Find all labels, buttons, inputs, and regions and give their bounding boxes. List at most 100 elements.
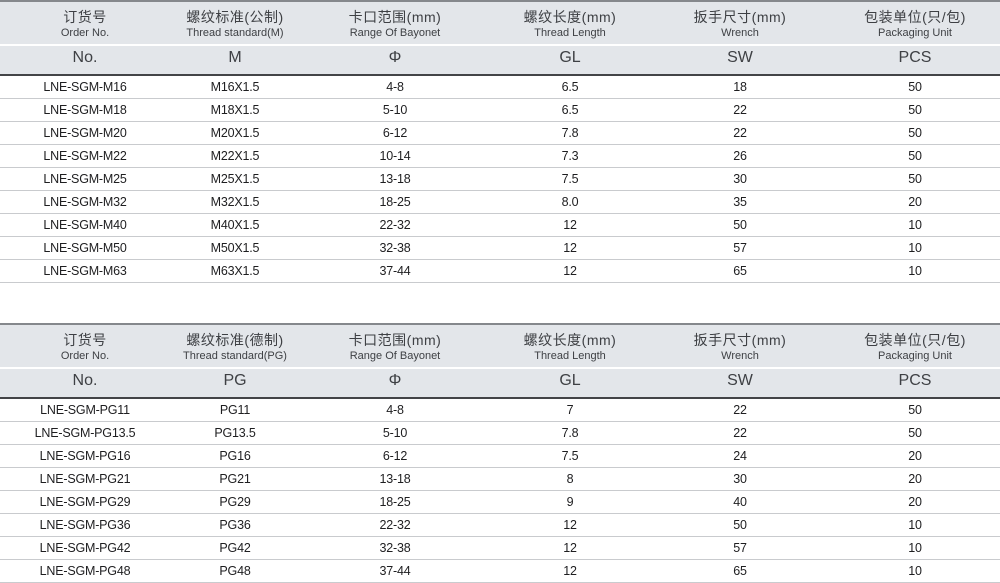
table-cell: 50 <box>650 213 830 237</box>
table-cell: 13-18 <box>300 467 490 491</box>
column-symbol: No. <box>0 368 170 399</box>
table-cell: 5-10 <box>300 98 490 122</box>
table-cell: M20X1.5 <box>170 121 300 145</box>
table-cell: LNE-SGM-PG36 <box>0 513 170 537</box>
table-cell: 24 <box>650 444 830 468</box>
table-cell: 7.5 <box>490 167 650 191</box>
table-cell: LNE-SGM-M32 <box>0 190 170 214</box>
column-header: 卡口范围(mm) Range Of Bayonet <box>300 1 490 46</box>
column-header: 卡口范围(mm) Range Of Bayonet <box>300 324 490 369</box>
table-cell: 50 <box>830 121 1000 145</box>
table-header: 订货号 Order No. 螺纹标准(德制) Thread standard(PG) 卡… <box>0 324 1000 399</box>
table-cell: 22-32 <box>300 213 490 237</box>
table-cell: M32X1.5 <box>170 190 300 214</box>
table-cell: PG11 <box>170 398 300 422</box>
column-symbol: M <box>170 45 300 76</box>
table-cell: 22 <box>650 398 830 422</box>
column-symbol: Φ <box>300 45 490 76</box>
column-header: 螺纹长度(mm) Thread Length <box>490 324 650 369</box>
table-header: 订货号 Order No. 螺纹标准(公制) Thread standard(M) 卡口… <box>0 1 1000 76</box>
column-label-zh: 订货号 <box>63 9 107 25</box>
table-cell: 32-38 <box>300 236 490 260</box>
table-cell: 6.5 <box>490 98 650 122</box>
table-cell: LNE-SGM-PG13.5 <box>0 421 170 445</box>
table-cell: PG42 <box>170 536 300 560</box>
table-row: LNE-SGM-PG36 PG36 22-32 12 50 10 <box>0 513 1000 537</box>
table-cell: 7.8 <box>490 421 650 445</box>
column-label-en: Range Of Bayonet <box>349 27 441 39</box>
table-row: LNE-SGM-M25 M25X1.5 13-18 7.5 30 50 <box>0 167 1000 191</box>
table-cell: 50 <box>830 421 1000 445</box>
column-label-en: Thread standard(M) <box>186 27 284 39</box>
column-label-zh: 扳手尺寸(mm) <box>693 9 787 25</box>
table-cell: LNE-SGM-M22 <box>0 144 170 168</box>
table-cell: 32-38 <box>300 536 490 560</box>
table-cell: 57 <box>650 236 830 260</box>
table-cell: 10 <box>830 536 1000 560</box>
column-symbol: GL <box>490 45 650 76</box>
column-label-en: Packaging Unit <box>878 27 952 39</box>
table-cell: LNE-SGM-M63 <box>0 259 170 283</box>
table-cell: 26 <box>650 144 830 168</box>
table-cell: M22X1.5 <box>170 144 300 168</box>
table-cell: 22 <box>650 421 830 445</box>
table-cell: 10-14 <box>300 144 490 168</box>
column-symbol: SW <box>650 45 830 76</box>
table-cell: 40 <box>650 490 830 514</box>
column-symbol: SW <box>650 368 830 399</box>
table-cell: PG29 <box>170 490 300 514</box>
table-cell: LNE-SGM-M18 <box>0 98 170 122</box>
table-cell: 65 <box>650 559 830 583</box>
column-label-en: Thread standard(PG) <box>183 350 287 362</box>
table-cell: 30 <box>650 167 830 191</box>
pg-thread-table: 订货号 Order No. 螺纹标准(德制) Thread standard(PG) 卡… <box>0 323 1000 583</box>
column-label-en: Thread Length <box>534 27 606 39</box>
table-cell: 7.5 <box>490 444 650 468</box>
table-cell: LNE-SGM-M50 <box>0 236 170 260</box>
table-row: LNE-SGM-PG42 PG42 32-38 12 57 10 <box>0 536 1000 560</box>
table-cell: 22 <box>650 98 830 122</box>
table-row: LNE-SGM-M16 M16X1.5 4-8 6.5 18 50 <box>0 75 1000 99</box>
column-label-en: Wrench <box>721 27 759 39</box>
table-cell: LNE-SGM-PG11 <box>0 398 170 422</box>
table-cell: 10 <box>830 236 1000 260</box>
metric-thread-section: 订货号 Order No. 螺纹标准(公制) Thread standard(M) 卡口… <box>0 0 1000 283</box>
table-row: LNE-SGM-PG11 PG11 4-8 7 22 50 <box>0 398 1000 422</box>
table-cell: 10 <box>830 213 1000 237</box>
table-cell: 12 <box>490 259 650 283</box>
column-label-zh: 包装单位(只/包) <box>864 9 966 25</box>
table-cell: 18-25 <box>300 490 490 514</box>
table-cell: PG16 <box>170 444 300 468</box>
table-cell: 7.8 <box>490 121 650 145</box>
symbol-row: No. M Φ GL SW PCS <box>0 45 1000 76</box>
column-label-en: Thread Length <box>534 350 606 362</box>
column-symbol: No. <box>0 45 170 76</box>
column-label-zh: 螺纹标准(德制) <box>186 332 284 348</box>
table-cell: 10 <box>830 559 1000 583</box>
column-header: 扳手尺寸(mm) Wrench <box>650 1 830 46</box>
table-cell: M18X1.5 <box>170 98 300 122</box>
column-header: 螺纹长度(mm) Thread Length <box>490 1 650 46</box>
column-symbol: Φ <box>300 368 490 399</box>
table-cell: 50 <box>830 98 1000 122</box>
table-cell: 12 <box>490 559 650 583</box>
table-cell: 4-8 <box>300 75 490 99</box>
table-cell: 12 <box>490 536 650 560</box>
table-cell: PG13.5 <box>170 421 300 445</box>
table-cell: 57 <box>650 536 830 560</box>
table-cell: M16X1.5 <box>170 75 300 99</box>
table-cell: PG21 <box>170 467 300 491</box>
header-row: 订货号 Order No. 螺纹标准(德制) Thread standard(PG) 卡… <box>0 324 1000 369</box>
table-cell: 8 <box>490 467 650 491</box>
table-cell: 20 <box>830 190 1000 214</box>
table-cell: 50 <box>650 513 830 537</box>
table-cell: 6-12 <box>300 444 490 468</box>
table-cell: 5-10 <box>300 421 490 445</box>
table-row: LNE-SGM-PG21 PG21 13-18 8 30 20 <box>0 467 1000 491</box>
table-row: LNE-SGM-PG16 PG16 6-12 7.5 24 20 <box>0 444 1000 468</box>
column-symbol: PG <box>170 368 300 399</box>
header-row: 订货号 Order No. 螺纹标准(公制) Thread standard(M) 卡口… <box>0 1 1000 46</box>
table-cell: 50 <box>830 75 1000 99</box>
column-header: 包装单位(只/包) Packaging Unit <box>830 1 1000 46</box>
table-cell: M25X1.5 <box>170 167 300 191</box>
